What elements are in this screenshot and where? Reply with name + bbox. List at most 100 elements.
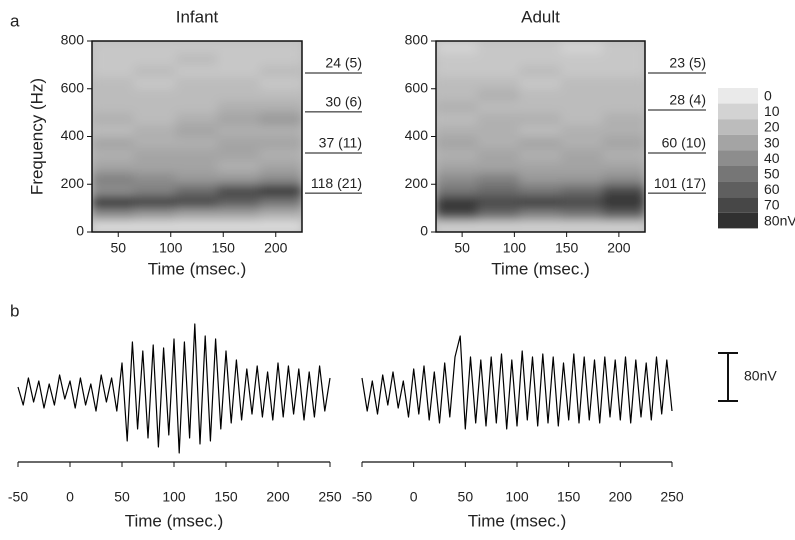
x-axis-label: Time (msec.) (491, 259, 590, 278)
colorbar-swatch (718, 134, 758, 151)
heatmap-cell (92, 41, 135, 54)
heatmap-cell (133, 100, 177, 114)
heatmap-cell (519, 64, 562, 78)
heatmap-cell (133, 159, 177, 173)
heatmap-cell (133, 219, 177, 232)
heatmap-cell (436, 171, 479, 185)
heatmap-cell (175, 136, 219, 149)
heatmap-cell (602, 100, 645, 114)
heatmap-cell (133, 147, 177, 161)
heatmap-cell (602, 147, 645, 161)
colorbar-swatch (718, 212, 758, 229)
heatmap-cell (436, 52, 479, 66)
heatmap-cell (519, 147, 562, 161)
heatmap-cell (259, 112, 302, 126)
heatmap-cell (217, 112, 261, 126)
heatmap-cell (217, 159, 261, 173)
colorbar-label: 30 (764, 134, 780, 150)
heatmap-cell (217, 88, 261, 102)
heatmap-cell (602, 171, 645, 185)
y-axis-label: Frequency (Hz) (27, 78, 46, 195)
heatmap-cell (217, 207, 261, 221)
heatmap-cell (602, 207, 645, 221)
y-tick-label: 400 (61, 127, 85, 143)
colorbar-label: 60 (764, 181, 780, 197)
heatmap-cell (133, 136, 177, 149)
heatmap-cell (133, 112, 177, 126)
heatmap-cell (436, 195, 479, 209)
heatmap-cells (436, 41, 645, 232)
x-tick-label: 50 (114, 489, 130, 505)
x-tick-label: -50 (352, 489, 372, 505)
heatmap-cells (92, 41, 302, 232)
heatmap-cell (133, 41, 177, 54)
y-tick-label: 800 (405, 32, 429, 48)
heatmap-cell (519, 112, 562, 126)
heatmap-cell (217, 100, 261, 114)
heatmap-cell (175, 159, 219, 173)
heatmap-cell (477, 76, 521, 90)
y-tick-label: 800 (61, 32, 85, 48)
heatmap-cell (560, 183, 604, 197)
colorbar-swatch (718, 88, 758, 104)
heatmap-cell (175, 112, 219, 126)
x-axis-label: Time (msec.) (125, 511, 224, 530)
heatmap-cell (519, 219, 562, 232)
heatmap-cell (92, 52, 135, 66)
x-tick-label: 50 (458, 489, 474, 505)
x-axis-label: Time (msec.) (468, 511, 567, 530)
y-tick-label: 200 (405, 175, 429, 191)
heatmap-cell (436, 64, 479, 78)
x-tick-label: 250 (660, 489, 684, 505)
heatmap-cell (477, 88, 521, 102)
x-tick-label: -50 (8, 489, 28, 505)
heatmap-cell (92, 219, 135, 232)
heatmap-cell (217, 136, 261, 149)
heatmap-cell (259, 136, 302, 149)
x-tick-label: 100 (162, 489, 186, 505)
heatmap-cell (477, 147, 521, 161)
heatmap-cell (477, 124, 521, 137)
scale-bar-label: 80nV (744, 368, 777, 384)
heatmap-cell (477, 100, 521, 114)
heatmap-cell (519, 41, 562, 54)
heatmap-cell (217, 76, 261, 90)
heatmap-cell (477, 219, 521, 232)
heatmap-cell (602, 195, 645, 209)
colorbar-label: 70 (764, 197, 780, 213)
colorbar-swatch (718, 166, 758, 182)
heatmap-cell (259, 207, 302, 221)
heatmap-cell (175, 171, 219, 185)
heatmap-cell (477, 195, 521, 209)
heatmap-cell (436, 207, 479, 221)
heatmap-cell (175, 100, 219, 114)
heatmap-cell (259, 41, 302, 54)
heatmap-cell (217, 171, 261, 185)
heatmap-cell (519, 88, 562, 102)
waveform (17, 323, 331, 454)
heatmap-cell (560, 136, 604, 149)
heatmap-cell (259, 219, 302, 232)
heatmap-cell (436, 136, 479, 149)
x-tick-label: 100 (503, 240, 527, 256)
heatmap-cell (259, 159, 302, 173)
heatmap-cell (175, 76, 219, 90)
heatmap-cell (92, 100, 135, 114)
heatmap-cell (477, 207, 521, 221)
heatmap-cell (436, 41, 479, 54)
heatmap-cell (217, 147, 261, 161)
heatmap-cell (477, 183, 521, 197)
heatmap-cell (519, 195, 562, 209)
heatmap-cell (92, 76, 135, 90)
heatmap-cell (92, 195, 135, 209)
heatmap-cell (519, 136, 562, 149)
heatmap-cell (217, 64, 261, 78)
annotation-label: 24 (5) (325, 55, 362, 71)
annotation-label: 30 (6) (325, 94, 362, 110)
heatmap-cell (560, 171, 604, 185)
heatmap-cell (259, 52, 302, 66)
heatmap-cell (217, 124, 261, 137)
heatmap-cell (560, 41, 604, 54)
x-tick-label: 200 (609, 489, 633, 505)
